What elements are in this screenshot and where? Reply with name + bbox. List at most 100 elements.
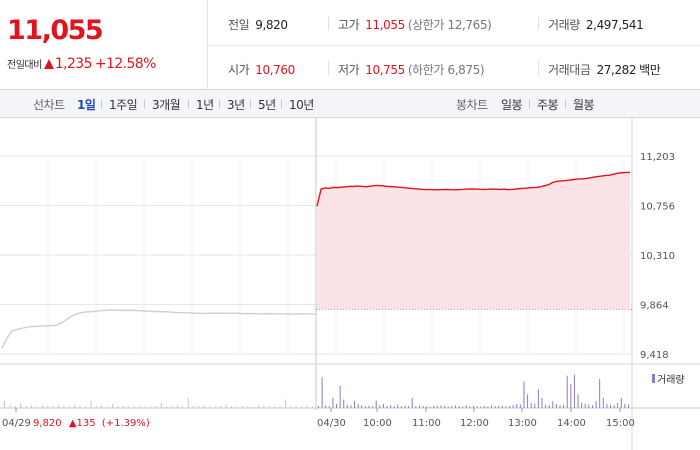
volume-bar (602, 397, 604, 408)
volume-bar (166, 406, 168, 408)
today-series-line (316, 171, 630, 207)
tab-3y[interactable]: 3년 (227, 98, 245, 112)
price-chart[interactable]: 11,203 10,756 10,310 9,864 9,418 04/29 04/30 1… (0, 118, 700, 450)
tab-divider (101, 99, 102, 109)
volume-bar (85, 406, 87, 408)
y-tick-label: 10,310 (640, 251, 675, 262)
volume-value: 2,497,541 (585, 18, 644, 32)
volume-bar (519, 404, 521, 408)
volume-bar (447, 406, 449, 408)
volume-bar (236, 406, 238, 408)
volume-stat: 거래량 2,497,541 (548, 16, 644, 33)
volume-bar (220, 405, 222, 408)
tab-divider (219, 99, 220, 109)
tab-1w[interactable]: 1주일 (109, 98, 138, 112)
tab-daily-candle[interactable]: 일봉 (501, 98, 523, 112)
tab-1y[interactable]: 1년 (196, 98, 214, 112)
volume-bar (429, 406, 431, 408)
volume-bar (203, 405, 205, 408)
volume-bar (133, 406, 135, 408)
volume-legend: 거래량 (652, 374, 685, 386)
change-line: 전일대비 1,235 +12.58% (7, 53, 156, 72)
volume-bar (268, 405, 270, 408)
current-price: 11,055 (7, 15, 104, 46)
volume-bar (14, 405, 16, 408)
tab-monthly-candle[interactable]: 월봉 (573, 98, 595, 112)
volume-bar (139, 405, 141, 408)
volume-bar (451, 406, 453, 408)
volume-bar (595, 401, 597, 408)
volume-bar (176, 405, 178, 408)
volume-bar (321, 377, 323, 408)
stock-summary: 11,055 전일대비 1,235 +12.58% 전일 9,820 고가 11,055… (0, 0, 700, 90)
volume-bar (274, 406, 276, 408)
tab-divider (188, 99, 189, 109)
volume-bar (41, 404, 43, 408)
volume-bar (588, 404, 590, 408)
volume-bar (368, 405, 370, 408)
volume-bar (545, 404, 547, 408)
y-axis-ticks: 11,203 10,756 10,310 9,864 9,418 (640, 152, 675, 361)
volume-bar (52, 405, 54, 408)
volume-bar (462, 406, 464, 408)
volume-bar (101, 405, 103, 408)
lower-limit: (하한가 6,875) (407, 63, 485, 77)
volume-bar (400, 406, 402, 408)
volume-bar (25, 406, 27, 408)
open-label: 시가 (228, 63, 250, 77)
upper-limit: (상한가 12,765) (407, 18, 492, 32)
open-value: 10,760 (255, 63, 295, 77)
y-tick-label: 9,864 (640, 301, 669, 312)
period-bar: 선차트 1일 1주일 3개월 1년 3년 5년 10년 봉차트 일봉 주봉 월봉 (0, 90, 700, 118)
volume-bar (117, 406, 119, 408)
tab-weekly-candle[interactable]: 주봉 (537, 98, 559, 112)
prev-close-stat: 전일 9,820 (228, 16, 288, 33)
tab-3m[interactable]: 3개월 (152, 98, 181, 112)
volume-bar (187, 397, 189, 408)
volume-bar (415, 406, 417, 408)
tab-5y[interactable]: 5년 (258, 98, 276, 112)
volume-bar (198, 406, 200, 408)
tab-10y[interactable]: 10년 (289, 98, 314, 112)
volume-bar (230, 406, 232, 408)
volume-bar (469, 406, 471, 408)
volume-bar (523, 381, 525, 408)
volume-bar (606, 403, 608, 408)
volume-bar (252, 406, 254, 408)
volume-bar (155, 405, 157, 408)
prev-day-info: 9,820 ▲135 (+1.39%) (33, 418, 150, 429)
volume-bar (20, 403, 22, 408)
volume-bar (263, 406, 265, 408)
volume-bar (325, 405, 327, 408)
tab-divider (281, 99, 282, 109)
volume-bar (566, 375, 568, 408)
volume-bar (555, 403, 557, 408)
volume-bar (411, 397, 413, 408)
high-label: 고가 (338, 18, 360, 32)
volume-bar (581, 402, 583, 408)
x-axis-ticks: 04/29 04/30 10:00 11:00 12:00 13:00 14:00 15:00 (2, 408, 635, 429)
volume-bar (58, 405, 60, 408)
x-tick-label: 04/29 (2, 418, 31, 429)
change-rate: +12.58% (94, 56, 157, 72)
volume-bar (372, 406, 374, 408)
volume-label: 거래량 (548, 18, 580, 32)
volume-bar (512, 405, 514, 408)
tab-divider (565, 99, 566, 109)
volume-bar (552, 401, 554, 408)
line-chart-label: 선차트 (33, 98, 65, 112)
volume-bar (144, 406, 146, 408)
divider (328, 16, 329, 30)
volume-bar (90, 401, 92, 408)
volume-bar (494, 406, 496, 408)
volume-bar (279, 406, 281, 408)
x-tick-label: 04/30 (317, 418, 346, 429)
volume-bar (182, 406, 184, 408)
prev-day-change: 135 (77, 418, 96, 429)
tab-1d[interactable]: 1일 (77, 98, 96, 112)
prev-day-change-label: 전일대비 (7, 60, 42, 71)
change-amount: 1,235 (54, 56, 93, 72)
prev-close-value: 9,820 (255, 18, 288, 32)
volume-bar (301, 406, 303, 408)
volume-bar (354, 401, 356, 408)
